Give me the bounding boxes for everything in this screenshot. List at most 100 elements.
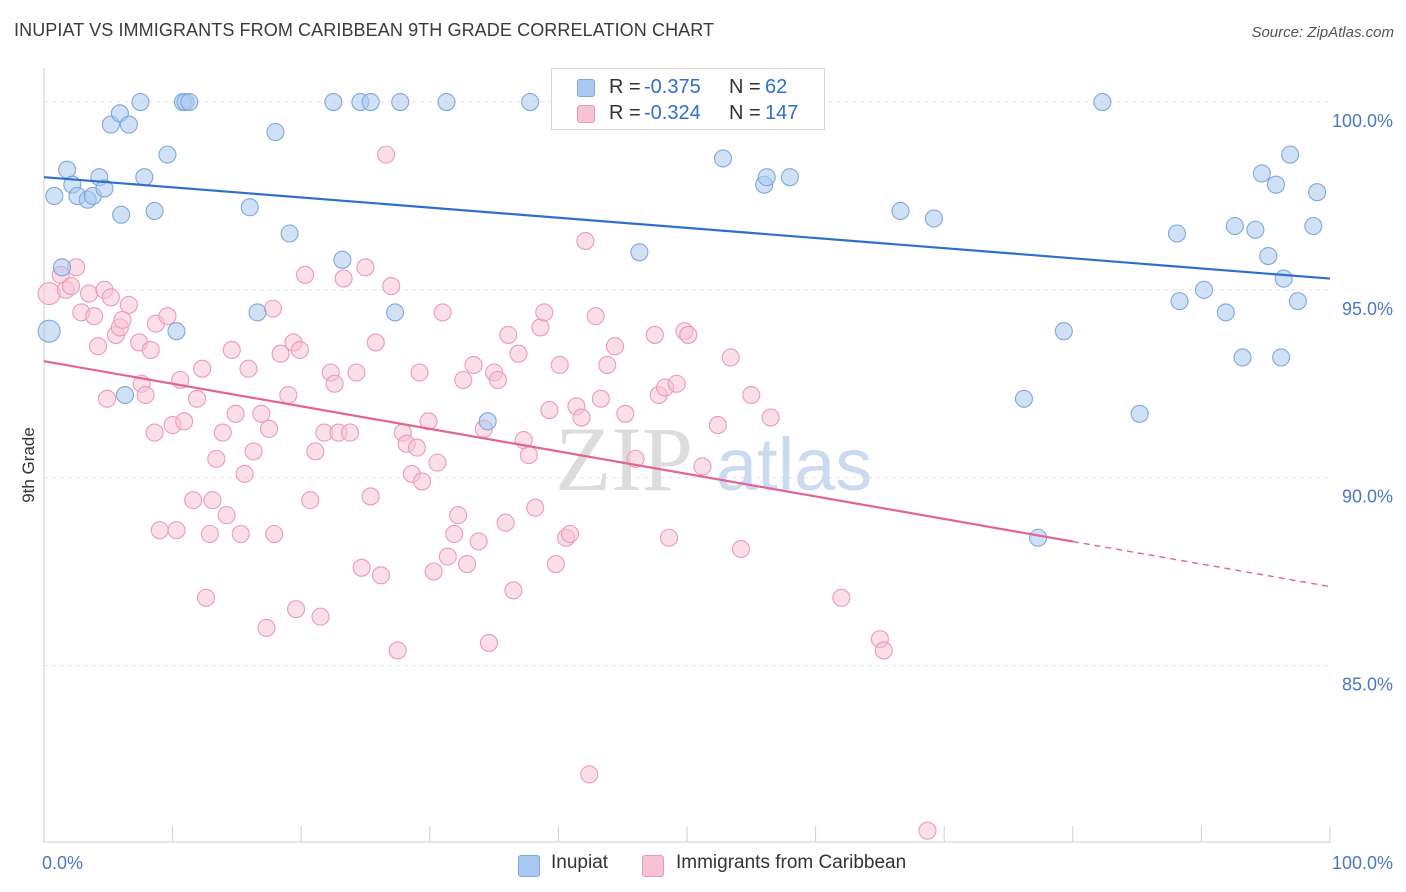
- inupiat-point: [119, 115, 138, 134]
- inupiat-point: [1308, 183, 1327, 202]
- caribbean-point: [184, 491, 203, 510]
- caribbean-point: [252, 404, 271, 423]
- n-value: 147: [765, 102, 799, 124]
- caribbean-point: [526, 498, 545, 517]
- caribbean-point: [469, 532, 488, 551]
- inupiat-point: [145, 201, 164, 221]
- caribbean-point: [136, 385, 155, 405]
- caribbean-point: [731, 539, 751, 559]
- caribbean-point: [761, 408, 780, 427]
- caribbean-point: [257, 618, 276, 637]
- inupiat-point: [1246, 220, 1265, 239]
- inupiat-point: [1304, 216, 1323, 236]
- inupiat-point: [757, 168, 776, 187]
- caribbean-point: [366, 333, 385, 352]
- inupiat-point: [240, 198, 259, 217]
- caribbean-point: [504, 581, 523, 600]
- inupiat-point: [1014, 389, 1033, 408]
- caribbean-swatch: [577, 105, 595, 123]
- caribbean-point: [97, 389, 117, 408]
- caribbean-point: [200, 524, 219, 544]
- trend-lines: [43, 176, 1331, 588]
- inupiat-point: [361, 92, 380, 112]
- caribbean-point: [410, 363, 429, 382]
- inupiat-point: [248, 303, 267, 322]
- inupiat-point: [891, 201, 910, 221]
- caribbean-point: [311, 607, 330, 626]
- inupiat-swatch: [577, 79, 595, 97]
- inupiat-point: [1029, 528, 1048, 547]
- caribbean-point: [464, 355, 483, 375]
- caribbean-point: [488, 370, 508, 390]
- caribbean-point: [271, 344, 290, 363]
- caribbean-point: [158, 307, 177, 326]
- caribbean-point: [546, 554, 565, 574]
- caribbean-point: [371, 566, 390, 585]
- caribbean-point: [645, 325, 664, 344]
- caribbean-point: [407, 438, 426, 457]
- caribbean-point: [231, 524, 250, 544]
- caribbean-point: [239, 359, 258, 378]
- caribbean-point: [572, 408, 591, 427]
- inupiat-point: [280, 224, 299, 243]
- inupiat-swatch: [518, 855, 540, 877]
- inupiat-trend-line: [43, 176, 1331, 280]
- caribbean-point: [226, 404, 245, 423]
- caribbean-point: [175, 412, 194, 431]
- caribbean-point: [259, 419, 279, 438]
- axes: [43, 68, 1331, 843]
- caribbean-point: [203, 491, 222, 510]
- caribbean-point: [141, 340, 160, 360]
- legend-row-caribbean: R = -0.324 N = 147: [552, 101, 824, 127]
- inupiat-point: [1259, 246, 1278, 266]
- caribbean-point: [287, 600, 306, 619]
- chart-title: INUPIAT VS IMMIGRANTS FROM CARIBBEAN 9TH…: [14, 20, 715, 40]
- caribbean-point: [213, 423, 232, 442]
- caribbean-point: [708, 416, 727, 435]
- caribbean-point: [721, 348, 740, 367]
- inupiat-point: [630, 243, 649, 262]
- n-value: 62: [765, 76, 788, 98]
- y-tick-label: 95.0%: [1342, 299, 1393, 319]
- inupiat-point: [391, 92, 410, 112]
- inupiat-point: [266, 123, 285, 142]
- caribbean-point: [496, 513, 515, 532]
- caribbean-point: [874, 641, 893, 660]
- n-label: N =: [729, 76, 761, 98]
- caribbean-point: [37, 282, 61, 306]
- caribbean-point: [356, 258, 375, 277]
- caribbean-point: [535, 303, 554, 322]
- y-tick-label: 90.0%: [1342, 487, 1393, 507]
- caribbean-point: [222, 340, 241, 360]
- inupiat-point: [1252, 164, 1271, 183]
- inupiat-point: [115, 385, 135, 405]
- inupiat-point: [52, 258, 72, 277]
- caribbean-point: [428, 453, 447, 472]
- inupiat-point: [45, 186, 64, 206]
- inupiat-point: [1167, 224, 1187, 243]
- caribbean-point: [445, 524, 464, 544]
- r-value: -0.324: [644, 102, 701, 124]
- inupiat-point: [780, 168, 799, 187]
- caribbean-point: [659, 528, 679, 547]
- caribbean-swatch: [642, 855, 664, 877]
- caribbean-point: [519, 446, 538, 465]
- inupiat-point: [1054, 322, 1073, 341]
- caribbean-point: [388, 641, 407, 660]
- series-legend: Inupiat Immigrants from Caribbean: [0, 850, 1406, 878]
- caribbean-point: [279, 385, 298, 405]
- caribbean-point: [449, 506, 468, 525]
- caribbean-point: [306, 442, 325, 461]
- inupiat-point: [1274, 269, 1293, 288]
- inupiat-point: [37, 319, 61, 343]
- caribbean-point: [580, 765, 599, 784]
- x-tick-label: 100.0%: [1332, 853, 1393, 873]
- caribbean-point: [150, 521, 169, 540]
- caribbean-point: [586, 307, 605, 326]
- inupiat-point: [1266, 175, 1286, 194]
- inupiat-point: [1281, 145, 1300, 164]
- grid-lines: [44, 101, 1330, 666]
- legend-row-inupiat: R = -0.375 N = 62: [552, 75, 824, 101]
- caribbean-point: [598, 355, 617, 375]
